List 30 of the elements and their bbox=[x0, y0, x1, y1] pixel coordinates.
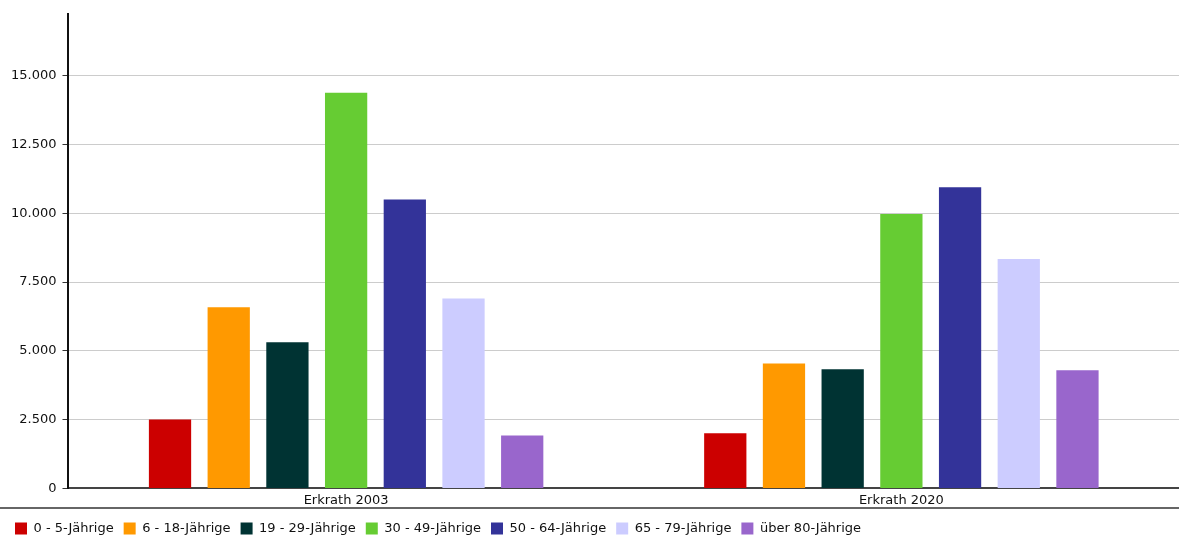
x-tick-label: Erkrath 2020 bbox=[858, 491, 944, 507]
bar bbox=[442, 298, 485, 488]
legend-label: 65 - 79-Jährige bbox=[634, 519, 732, 535]
legend-label: über 80-Jährige bbox=[759, 519, 862, 535]
y-tick-label: 5.000 bbox=[19, 342, 57, 358]
legend-label: 0 - 5-Jährige bbox=[33, 519, 114, 535]
y-tick-label: 2.500 bbox=[19, 410, 57, 426]
bar bbox=[704, 433, 747, 488]
bar bbox=[880, 214, 923, 488]
bar bbox=[1056, 370, 1099, 488]
bar bbox=[938, 187, 982, 488]
bar bbox=[501, 435, 544, 488]
y-tick-label: 10.000 bbox=[10, 204, 57, 220]
legend-label: 50 - 64-Jährige bbox=[509, 519, 607, 535]
y-tick-label: 0 bbox=[48, 479, 57, 495]
legend-label: 6 - 18-Jährige bbox=[142, 519, 231, 535]
x-tick-label: Erkrath 2003 bbox=[303, 491, 389, 507]
bar bbox=[324, 92, 368, 488]
bar bbox=[821, 369, 864, 488]
y-tick-label: 7.500 bbox=[19, 273, 57, 289]
bar bbox=[207, 307, 250, 488]
bar bbox=[266, 342, 309, 488]
legend-label: 30 - 49-Jährige bbox=[384, 519, 481, 535]
bar bbox=[148, 419, 192, 488]
y-tick-label: 15.000 bbox=[10, 67, 57, 83]
bar bbox=[762, 363, 806, 488]
y-tick-label: 12.500 bbox=[10, 135, 57, 151]
legend-label: 19 - 29-Jährige bbox=[259, 519, 356, 535]
bar bbox=[383, 199, 426, 488]
bar bbox=[997, 258, 1040, 488]
